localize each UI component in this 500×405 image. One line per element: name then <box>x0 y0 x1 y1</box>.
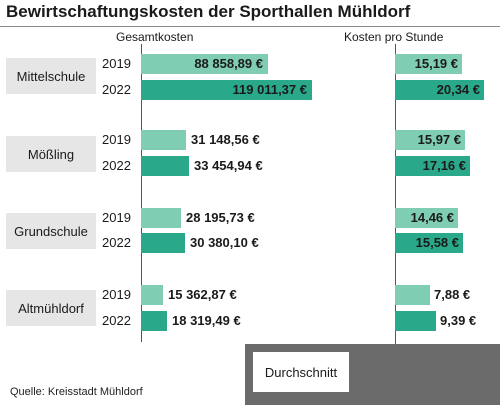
value-label: 33 454,94 € <box>194 158 263 173</box>
bar-total-moe-ling-2022 <box>141 156 189 176</box>
value-label: 9,39 € <box>440 313 477 328</box>
category-mittelschule: Mittelschule <box>6 58 96 94</box>
value-label: 14,46 € <box>410 210 454 225</box>
header-cost-per-hour: Kosten pro Stunde <box>344 30 444 44</box>
title-divider <box>0 26 500 27</box>
year-label: 2019 <box>102 287 131 302</box>
value-label: 15,58 € <box>415 235 459 250</box>
bar-total-altmuehldorf-2022 <box>141 311 167 331</box>
average-label: Durchschnitt <box>253 352 349 392</box>
bar-hourly-altmuehldorf-2019 <box>395 285 430 305</box>
bar-hourly-moe-ling-2019 <box>395 130 465 150</box>
header-total-costs: Gesamtkosten <box>116 30 194 44</box>
value-label: 20,34 € <box>436 82 480 97</box>
bar-hourly-grundschule-2022 <box>395 233 463 253</box>
bar-total-mittelschule-2019 <box>141 54 268 74</box>
value-label: 30 380,10 € <box>190 235 259 250</box>
category-grundschule: Grundschule <box>6 213 96 249</box>
year-label: 2019 <box>102 132 131 147</box>
year-label: 2022 <box>102 82 131 97</box>
bar-hourly-mittelschule-2019 <box>395 54 462 74</box>
category-altmuehldorf: Altmühldorf <box>6 290 96 326</box>
bar-hourly-mittelschule-2022 <box>395 80 484 100</box>
year-label: 2022 <box>102 313 131 328</box>
value-label: 28 195,73 € <box>186 210 255 225</box>
category-moe-ling: Mößling <box>6 136 96 172</box>
value-label: 17,16 € <box>422 158 466 173</box>
bar-hourly-grundschule-2019 <box>395 208 458 228</box>
bar-total-moe-ling-2019 <box>141 130 186 150</box>
value-label: 31 148,56 € <box>191 132 260 147</box>
bar-total-altmuehldorf-2019 <box>141 285 163 305</box>
value-label: 15 362,87 € <box>168 287 237 302</box>
value-label: 15,19 € <box>414 56 458 71</box>
source-note: Quelle: Kreisstadt Mühldorf <box>10 386 143 398</box>
bar-total-grundschule-2022 <box>141 233 185 253</box>
value-label: 18 319,49 € <box>172 313 241 328</box>
bar-total-grundschule-2019 <box>141 208 181 228</box>
value-label: 7,88 € <box>434 287 471 302</box>
bar-hourly-altmuehldorf-2022 <box>395 311 436 331</box>
bar-total-mittelschule-2022 <box>141 80 312 100</box>
chart-title: Bewirtschaftungskosten der Sporthallen M… <box>6 2 411 21</box>
bar-hourly-moe-ling-2022 <box>395 156 470 176</box>
year-label: 2019 <box>102 210 131 225</box>
year-label: 2022 <box>102 235 131 250</box>
value-label: 119 011,37 € <box>232 82 307 97</box>
value-label: 88 858,89 € <box>194 56 263 71</box>
year-label: 2022 <box>102 158 131 173</box>
value-label: 15,97 € <box>417 132 461 147</box>
axis-total-costs <box>141 44 142 342</box>
year-label: 2019 <box>102 56 131 71</box>
